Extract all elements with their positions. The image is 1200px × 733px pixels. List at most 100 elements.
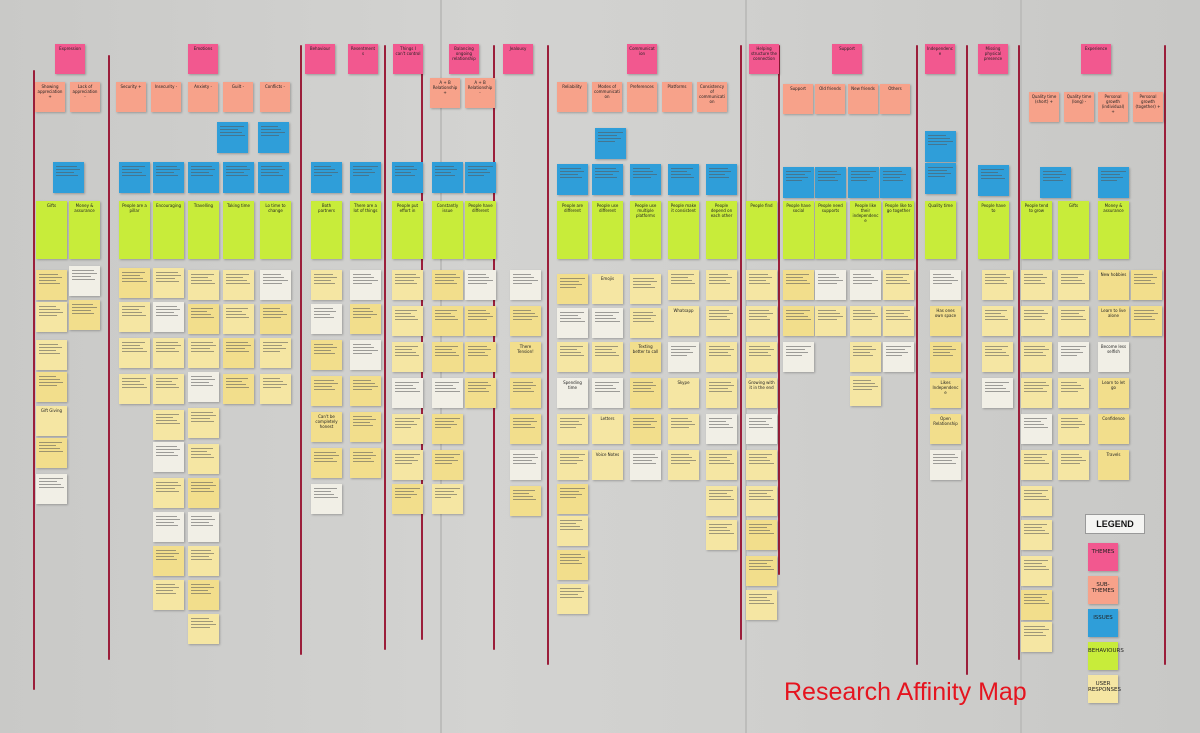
response-note <box>746 450 777 480</box>
handwriting <box>122 348 144 349</box>
handwriting <box>353 283 372 284</box>
handwriting <box>749 499 775 500</box>
handwriting <box>709 310 730 311</box>
handwriting <box>933 346 953 347</box>
handwriting <box>261 129 282 130</box>
handwriting <box>513 388 531 389</box>
red-string <box>108 55 110 660</box>
handwriting <box>314 172 339 173</box>
handwriting <box>818 319 838 320</box>
handwriting <box>435 352 456 353</box>
response-note <box>630 450 661 480</box>
handwriting <box>853 274 871 275</box>
handwriting <box>513 277 535 278</box>
response-note: Spending time <box>557 378 588 408</box>
response-note <box>119 374 150 404</box>
response-note <box>1021 306 1052 336</box>
theme-note: Expression <box>55 44 85 74</box>
handwriting <box>1024 603 1049 604</box>
handwriting <box>749 594 773 595</box>
handwriting <box>395 274 417 275</box>
handwriting <box>1061 388 1085 389</box>
issue-note <box>592 164 623 195</box>
response-note: Texting better to call <box>630 342 661 372</box>
handwriting <box>191 590 208 591</box>
handwriting <box>513 280 538 281</box>
handwriting <box>353 455 377 456</box>
handwriting <box>191 593 212 594</box>
handwriting <box>156 312 175 313</box>
handwriting <box>468 352 485 353</box>
legend-label: USER RESPONSES <box>1088 681 1122 693</box>
handwriting <box>709 274 729 275</box>
behaviour-note: Constantly issue <box>432 201 463 259</box>
handwriting <box>263 311 284 312</box>
handwriting <box>749 493 768 494</box>
handwriting <box>395 388 417 389</box>
response-note <box>706 450 737 480</box>
handwriting <box>39 451 64 452</box>
handwriting <box>191 342 213 343</box>
handwriting <box>261 172 280 173</box>
handwriting <box>1134 319 1156 320</box>
handwriting <box>886 352 909 353</box>
handwriting <box>395 313 412 314</box>
handwriting <box>851 174 870 175</box>
handwriting <box>435 319 459 320</box>
handwriting <box>39 277 62 278</box>
response-note <box>706 270 737 300</box>
handwriting <box>985 316 1005 317</box>
handwriting <box>633 171 654 172</box>
handwriting <box>261 166 282 167</box>
handwriting <box>226 378 249 379</box>
handwriting <box>72 273 98 274</box>
handwriting <box>468 283 487 284</box>
issue-note <box>53 162 84 193</box>
handwriting <box>595 388 617 389</box>
handwriting <box>353 422 370 423</box>
handwriting <box>749 463 774 464</box>
handwriting <box>435 497 452 498</box>
issue-note <box>706 164 737 195</box>
handwriting <box>191 587 214 588</box>
response-note <box>36 438 67 468</box>
handwriting <box>560 560 579 561</box>
handwriting <box>513 424 532 425</box>
response-note <box>630 274 661 304</box>
handwriting <box>886 313 905 314</box>
handwriting <box>1024 349 1049 350</box>
handwriting <box>314 458 334 459</box>
response-note <box>1021 622 1052 652</box>
response-note <box>392 450 423 480</box>
response-note <box>188 478 219 508</box>
handwriting <box>314 488 337 489</box>
response-note <box>1058 378 1089 408</box>
handwriting <box>191 553 215 554</box>
response-note <box>350 270 381 300</box>
handwriting <box>314 175 333 176</box>
handwriting <box>122 309 139 310</box>
handwriting <box>985 274 1007 275</box>
handwriting <box>749 427 773 428</box>
response-note <box>557 414 588 444</box>
response-note <box>223 374 254 404</box>
issue-note <box>925 163 956 194</box>
response-note <box>1058 306 1089 336</box>
handwriting <box>191 559 213 560</box>
handwriting <box>633 168 650 169</box>
handwriting <box>314 383 338 384</box>
handwriting <box>633 427 655 428</box>
handwriting <box>395 346 418 347</box>
handwriting <box>818 277 840 278</box>
handwriting <box>226 308 249 309</box>
issue-note <box>630 164 661 195</box>
handwriting <box>671 174 691 175</box>
handwriting <box>928 170 948 171</box>
handwriting <box>353 452 373 453</box>
handwriting <box>886 349 905 350</box>
handwriting <box>1024 277 1047 278</box>
response-note <box>883 342 914 372</box>
handwriting <box>156 351 179 352</box>
handwriting <box>314 311 337 312</box>
handwriting <box>314 353 335 354</box>
